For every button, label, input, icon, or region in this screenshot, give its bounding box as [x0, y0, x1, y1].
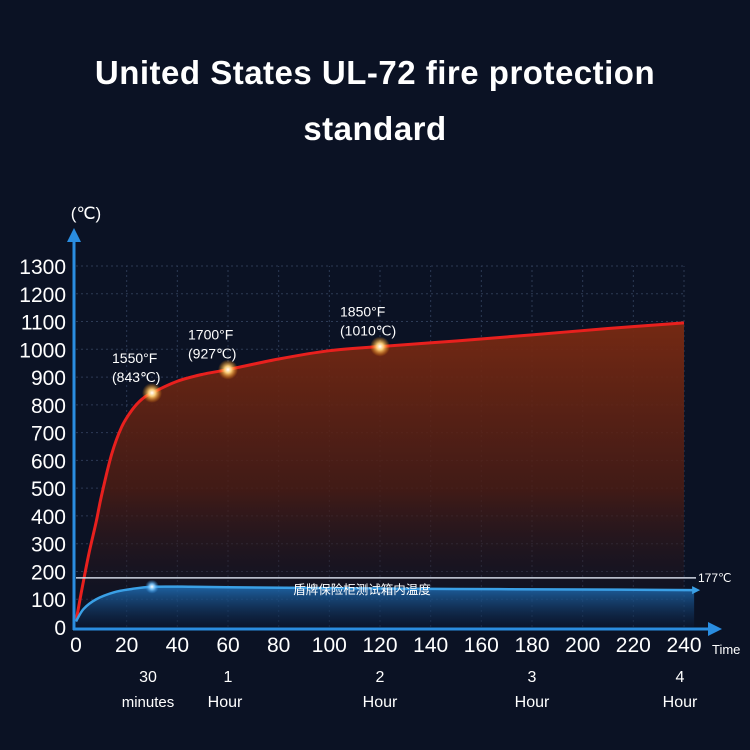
- hour-label-bottom: Hour: [208, 694, 243, 711]
- hour-label-top: 1: [224, 669, 233, 686]
- y-tick-label: 600: [31, 450, 66, 473]
- hour-label-bottom: Hour: [515, 694, 550, 711]
- hour-label-top: 3: [528, 669, 537, 686]
- x-tick-label: 60: [216, 634, 239, 657]
- furnace-curve: [74, 321, 685, 622]
- annotation-point: [218, 359, 238, 380]
- x-tick-label: 220: [616, 634, 651, 657]
- inner-marker-point: [145, 579, 159, 594]
- threshold-label: 177℃: [698, 571, 732, 585]
- x-tick-label: 40: [166, 634, 189, 657]
- annotation-label-f: 1700°F: [188, 327, 233, 343]
- x-tick-label: 80: [267, 634, 290, 657]
- hour-label-top: 30: [139, 669, 157, 686]
- y-axis-title: (℃): [71, 204, 101, 223]
- furnace-area: [76, 322, 684, 627]
- hour-label-top: 4: [676, 669, 685, 686]
- hour-label-bottom: Hour: [663, 694, 698, 711]
- annotation-label-c: (927℃): [188, 346, 236, 362]
- x-tick-label: 140: [413, 634, 448, 657]
- inner-series-label: 盾牌保险柜测试箱内温度: [293, 582, 431, 597]
- inner-area: [76, 586, 695, 627]
- y-axis-arrow: [67, 228, 81, 242]
- y-tick-label: 200: [31, 561, 66, 584]
- hour-label-bottom: minutes: [122, 694, 175, 711]
- y-tick-label: 800: [31, 395, 66, 418]
- x-tick-label: 100: [312, 634, 347, 657]
- annotation-label-f: 1550°F: [112, 350, 157, 366]
- x-tick-label: 200: [565, 634, 600, 657]
- hour-label-top: 2: [376, 669, 385, 686]
- y-tick-label: 1200: [19, 284, 66, 307]
- annotation-point: [370, 336, 390, 357]
- x-axis-arrow: [708, 622, 722, 636]
- x-tick-label: 0: [70, 634, 82, 657]
- series-lines: [74, 321, 701, 623]
- x-axis-title: Time: [712, 642, 740, 657]
- x-tick-label: 180: [514, 634, 549, 657]
- hour-label-bottom: Hour: [363, 694, 398, 711]
- area-fills: [76, 322, 695, 627]
- inner-curve: [74, 585, 695, 623]
- labels: 177℃盾牌保险柜测试箱内温度(℃)Time010020030040050060…: [19, 204, 740, 711]
- annotation-label-c: (1010℃): [340, 323, 396, 339]
- y-tick-label: 400: [31, 506, 66, 529]
- y-tick-label: 1100: [21, 312, 66, 335]
- x-tick-label: 120: [362, 634, 397, 657]
- x-tick-label: 160: [464, 634, 499, 657]
- annotation-label-c: (843℃): [112, 369, 160, 385]
- y-tick-label: 0: [54, 617, 66, 640]
- x-tick-label: 240: [666, 634, 701, 657]
- axes: [67, 228, 722, 636]
- y-tick-label: 300: [31, 534, 66, 557]
- y-tick-label: 900: [31, 367, 66, 390]
- chart-title-line1: United States UL-72 fire protection: [94, 54, 656, 91]
- annotation-point: [142, 382, 162, 403]
- y-tick-label: 100: [31, 589, 66, 612]
- y-tick-label: 1000: [19, 339, 66, 362]
- y-tick-label: 700: [31, 423, 66, 446]
- x-tick-label: 20: [115, 634, 138, 657]
- chart-title-line2: standard: [303, 110, 447, 147]
- inner-curve-arrowhead: [692, 586, 701, 595]
- y-tick-label: 500: [31, 478, 66, 501]
- y-tick-label: 1300: [19, 256, 66, 279]
- annotation-label-f: 1850°F: [340, 304, 385, 320]
